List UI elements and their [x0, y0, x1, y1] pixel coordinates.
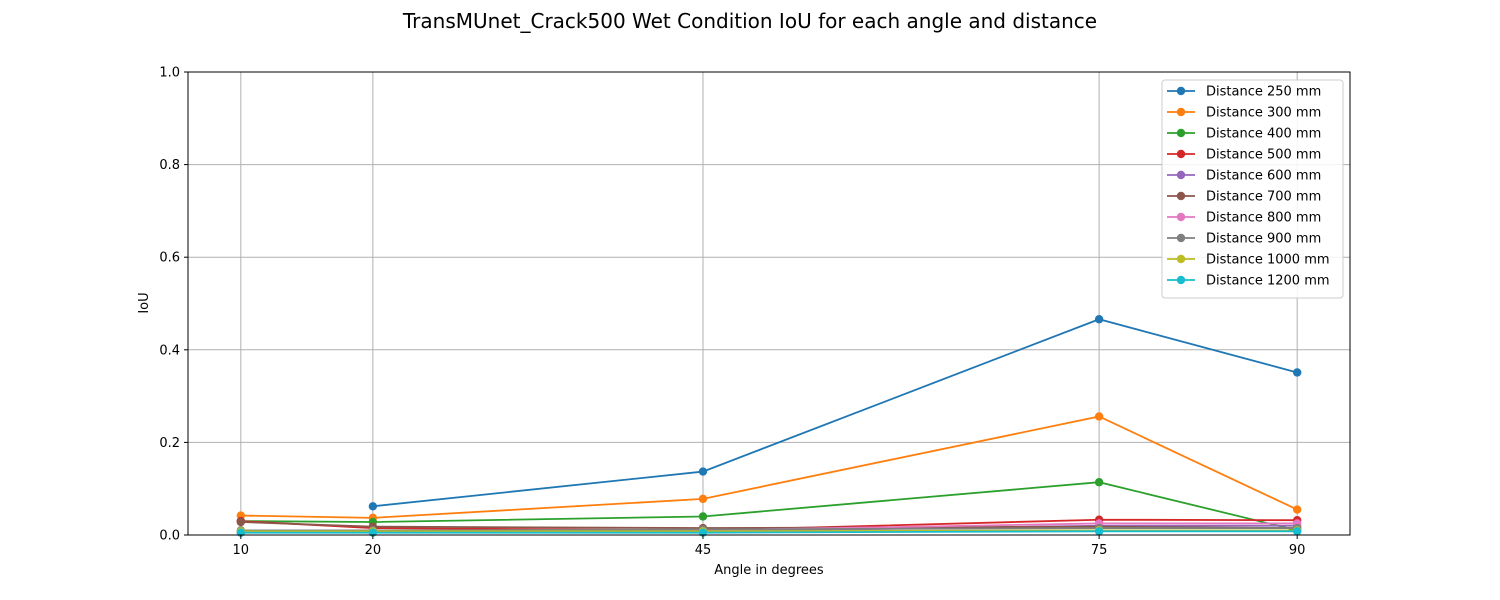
- x-tick-label: 10: [233, 543, 250, 558]
- legend-item: Distance 250 mm: [1167, 85, 1321, 100]
- legend-marker: [1176, 107, 1186, 117]
- legend-marker: [1176, 233, 1186, 243]
- legend-label: Distance 400 mm: [1206, 127, 1321, 142]
- x-axis: 10 20 45 75 90: [233, 535, 1306, 558]
- legend-label: Distance 500 mm: [1206, 148, 1321, 163]
- legend-marker: [1176, 191, 1186, 201]
- y-tick-label: 0.0: [159, 529, 180, 544]
- data-point: [698, 512, 708, 521]
- data-point: [236, 517, 246, 527]
- data-point: [698, 494, 708, 504]
- legend-label: Distance 600 mm: [1206, 169, 1321, 184]
- series-10: [236, 527, 1302, 537]
- legend-marker: [1176, 86, 1186, 96]
- legend-label: Distance 800 mm: [1206, 211, 1321, 226]
- x-tick-label: 75: [1091, 543, 1108, 558]
- legend-item: Distance 1000 mm: [1167, 253, 1330, 268]
- data-point: [1292, 527, 1302, 536]
- legend-item: Distance 600 mm: [1167, 169, 1321, 184]
- legend-marker: [1176, 149, 1186, 159]
- data-point: [1094, 412, 1104, 421]
- data-point: [698, 467, 708, 476]
- legend-label: Distance 1000 mm: [1206, 253, 1330, 268]
- x-tick-label: 20: [365, 543, 382, 558]
- plot-frame: [187, 71, 1351, 536]
- data-point: [1094, 315, 1104, 324]
- legend-marker: [1176, 170, 1186, 180]
- legend: Distance 250 mm Distance 300 mm Distance 4…: [1161, 79, 1344, 299]
- legend-marker: [1176, 212, 1186, 222]
- legend-label: Distance 700 mm: [1206, 190, 1321, 205]
- legend-item: Distance 300 mm: [1167, 106, 1321, 121]
- x-tick-label: 45: [695, 543, 712, 558]
- data-point: [1094, 527, 1104, 536]
- data-point: [1292, 368, 1302, 377]
- y-tick-label: 1.0: [159, 66, 180, 81]
- legend-item: Distance 500 mm: [1167, 148, 1321, 163]
- y-axis-label: IoU: [137, 292, 152, 313]
- data-point: [1292, 505, 1302, 514]
- legend-label: Distance 250 mm: [1206, 85, 1321, 100]
- y-tick-label: 0.6: [159, 251, 180, 266]
- legend-marker: [1176, 275, 1186, 285]
- legend-item: Distance 800 mm: [1167, 211, 1321, 226]
- legend-item: Distance 700 mm: [1167, 190, 1321, 205]
- data-point: [1094, 478, 1104, 487]
- legend-box: [1161, 79, 1344, 299]
- series-2: [236, 412, 1302, 523]
- y-tick-label: 0.2: [159, 436, 180, 451]
- x-tick-label: 90: [1289, 543, 1306, 558]
- legend-item: Distance 400 mm: [1167, 127, 1321, 142]
- legend-label: Distance 900 mm: [1206, 232, 1321, 247]
- series-line: [372, 318, 1298, 508]
- y-tick-label: 0.4: [159, 343, 180, 358]
- data-point: [368, 502, 378, 511]
- legend-label: Distance 1200 mm: [1206, 274, 1330, 289]
- y-tick-label: 0.8: [159, 158, 180, 173]
- legend-marker: [1176, 254, 1186, 264]
- chart-title: TransMUnet_Crack500 Wet Condition IoU fo…: [402, 9, 1097, 33]
- legend-marker: [1176, 128, 1186, 138]
- legend-label: Distance 300 mm: [1206, 106, 1321, 121]
- series-layer: [236, 315, 1302, 537]
- y-axis: 0.0 0.2 0.4 0.6 0.8 1.0: [159, 66, 188, 544]
- x-axis-label: Angle in degrees: [714, 563, 824, 578]
- legend-item: Distance 900 mm: [1167, 232, 1321, 247]
- legend-item: Distance 1200 mm: [1167, 274, 1330, 289]
- series-1: [368, 315, 1302, 511]
